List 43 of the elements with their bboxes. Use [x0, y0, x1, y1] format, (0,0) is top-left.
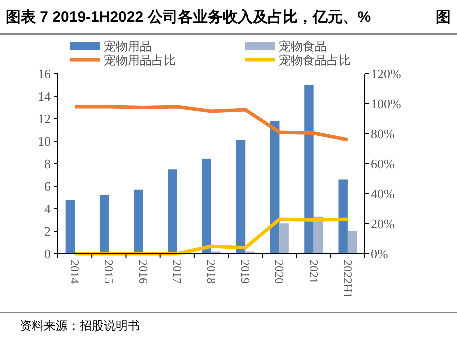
x-tick-label: 2021 [306, 260, 321, 284]
x-tick-label: 2022H1 [340, 260, 355, 299]
y-tick-label: 16 [38, 66, 52, 82]
chart-title: 图表 7 2019-1H2022 公司各业务收入及占比，亿元、% [6, 9, 372, 26]
y2-tick-label: 60% [371, 156, 395, 172]
legend-label: 宠物用品占比 [104, 54, 176, 68]
text: 资料来源：招股说明书 [20, 319, 140, 333]
x-tick-label: 2019 [238, 260, 253, 284]
x-tick-label: 2017 [170, 260, 184, 284]
x-tick-label: 2014 [68, 260, 82, 284]
bar [168, 170, 178, 254]
x-tick-label: 2018 [204, 260, 218, 284]
bar [236, 140, 246, 254]
legend-label: 宠物用品 [104, 40, 152, 54]
y-tick-label: 14 [38, 89, 52, 104]
y2-tick-label: 80% [371, 126, 395, 142]
y2-tick-label: 120% [371, 66, 402, 82]
bar [338, 180, 348, 254]
bar [202, 158, 212, 254]
bar [100, 196, 110, 254]
legend-label: 宠物食品 [279, 40, 327, 54]
y2-tick-label: 20% [371, 216, 395, 232]
bar [280, 224, 289, 254]
y2-tick-label: 40% [371, 186, 395, 202]
bar [66, 200, 76, 254]
x-tick-label: 2016 [136, 260, 150, 284]
bar [270, 121, 280, 254]
y2-tick-label: 0% [371, 246, 388, 262]
y-tick-label: 10 [38, 134, 51, 149]
bar [348, 232, 358, 254]
legend-label: 宠物食品占比 [279, 54, 351, 68]
y-tick-label: 2 [44, 224, 51, 239]
x-tick-label: 2020 [272, 260, 287, 284]
bar [134, 190, 144, 254]
y-tick-label: 6 [44, 179, 52, 194]
y-tick-label: 8 [44, 156, 51, 172]
bar [304, 85, 314, 254]
y-tick-label: 4 [44, 202, 52, 216]
y2-tick-label: 100% [371, 96, 402, 112]
x-tick-label: 2015 [102, 260, 116, 284]
y-tick-label: 12 [38, 112, 51, 126]
text: 图 [436, 9, 451, 26]
y-tick-label: 0 [44, 246, 51, 262]
